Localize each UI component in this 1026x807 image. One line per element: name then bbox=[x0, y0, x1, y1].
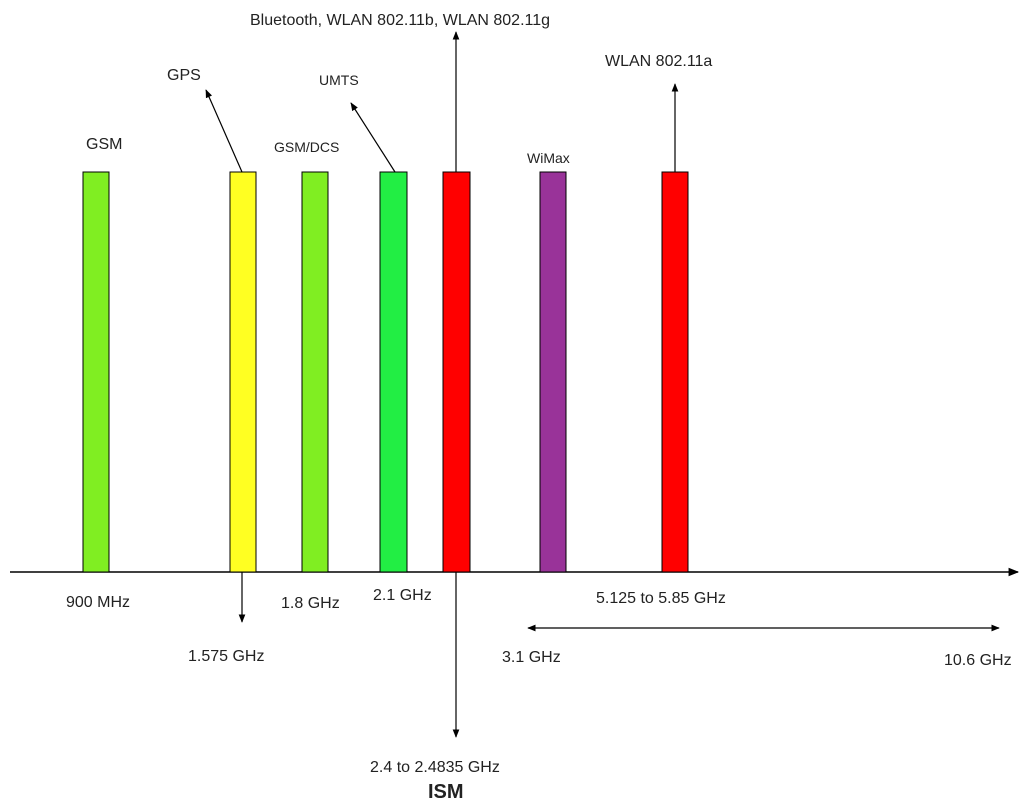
freq-2-1ghz-label: 2.1 GHz bbox=[373, 587, 432, 604]
umts-label-arrow bbox=[350, 102, 396, 173]
gps-label-arrow bbox=[205, 89, 243, 173]
freq-1-8ghz-label: 1.8 GHz bbox=[281, 595, 340, 612]
wlan-a-bar bbox=[661, 171, 689, 573]
gsm-label: GSM bbox=[86, 136, 122, 153]
freq-ism-label: 2.4 to 2.4835 GHz bbox=[370, 759, 500, 776]
wimax-bar bbox=[539, 171, 567, 573]
freq-10-6ghz-label: 10.6 GHz bbox=[944, 652, 1012, 669]
gps-bar bbox=[229, 171, 257, 573]
wlan-a-label: WLAN 802.11a bbox=[605, 53, 712, 70]
bluetooth-wlan-label: Bluetooth, WLAN 802.11b, WLAN 802.11g bbox=[250, 12, 550, 29]
freq-wlan-a-label: 5.125 to 5.85 GHz bbox=[596, 590, 726, 607]
gps-label: GPS bbox=[167, 67, 201, 84]
gsm-900-bar bbox=[82, 171, 110, 573]
umts-bar bbox=[379, 171, 408, 573]
ism-bar bbox=[442, 171, 471, 573]
freq-900mhz-label: 900 MHz bbox=[66, 594, 130, 611]
umts-label: UMTS bbox=[319, 72, 359, 88]
wimax-label: WiMax bbox=[527, 150, 570, 166]
gsm-dcs-label: GSM/DCS bbox=[274, 139, 339, 155]
gsm-dcs-bar bbox=[301, 171, 329, 573]
freq-1575ghz-label: 1.575 GHz bbox=[188, 648, 264, 665]
ism-label: ISM bbox=[428, 781, 464, 803]
freq-3-1ghz-label: 3.1 GHz bbox=[502, 649, 561, 666]
